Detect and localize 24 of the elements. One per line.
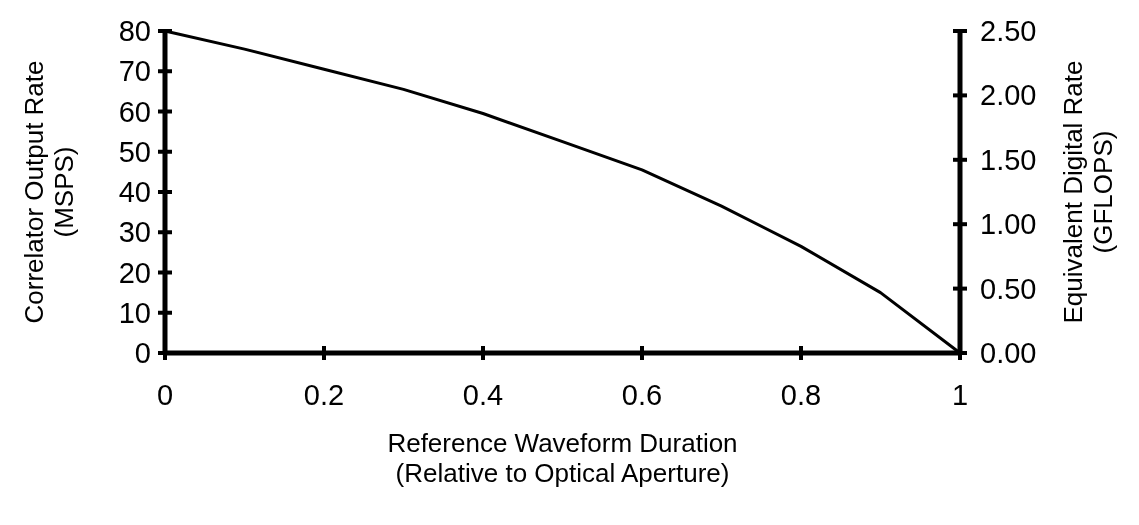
y-tick-label: 50 [118,135,151,168]
y-tick-label: 70 [118,55,151,88]
x-tick-label: 0.4 [462,379,504,411]
y2-tick-label: 2.00 [980,79,1037,112]
y-axis-title: Correlator Output Rate (MSPS) [18,60,79,324]
x-tick-label: 0 [156,379,174,411]
y-tick-label: 30 [118,216,151,249]
y2-tick-label: 2.50 [980,15,1037,47]
y-tick-label: 20 [118,256,151,289]
y-tick-label: 80 [118,15,151,47]
x-tick-label: 0.2 [303,379,345,411]
y-tick-label: 40 [118,176,151,208]
x-tick-label: 0.6 [621,379,663,411]
y2-axis-title: Equivalent Digital Rate (GFLOPS) [1057,60,1118,324]
x-tick-label: 1 [951,379,969,411]
y2-tick-label: 1.50 [980,143,1037,176]
y2-tick-label: 0.50 [980,272,1037,305]
y-tick-label: 60 [118,95,151,128]
x-tick-label: 0.8 [780,379,822,411]
y2-tick-label: 1.00 [980,208,1037,241]
x-axis-title: Reference Waveform Duration (Relative to Optical Aperture) [387,427,738,488]
y2-tick-label: 0.00 [980,337,1037,369]
y-tick-label: 0 [134,337,151,369]
y-tick-label: 10 [118,296,151,329]
